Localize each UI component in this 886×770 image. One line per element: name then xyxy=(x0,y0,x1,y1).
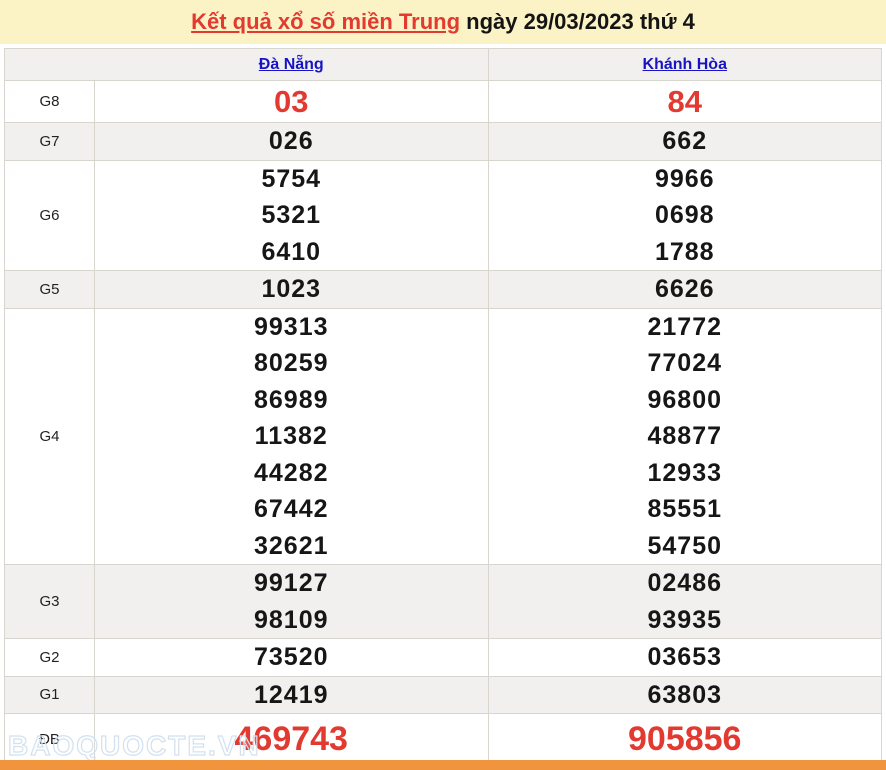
prize-number: 03 xyxy=(274,84,309,119)
table-row-g1: G1 12419 63803 xyxy=(5,676,882,714)
prize-label: G2 xyxy=(5,639,95,676)
header-cell-khanh-hoa: Khánh Hòa xyxy=(487,49,882,80)
g4-da-nang-cell: 99313 80259 86989 11382 44282 67442 3262… xyxy=(95,309,488,565)
prize-number: 469743 xyxy=(234,720,348,758)
title-date-text: ngày 29/03/2023 thứ 4 xyxy=(460,9,695,34)
table-row-db: ĐB 469743 905856 xyxy=(5,714,881,765)
prize-number: 80259 xyxy=(253,349,329,377)
g3-da-nang-cell: 99127 98109 xyxy=(95,565,488,638)
db-khanh-hoa-cell: 905856 xyxy=(487,714,882,764)
title-link[interactable]: Kết quả xổ số miền Trung xyxy=(191,9,461,34)
prize-number: 96800 xyxy=(647,385,723,414)
prize-number: 11382 xyxy=(254,422,328,450)
prize-number: 03653 xyxy=(647,643,723,671)
header-cell-da-nang: Đà Nẵng xyxy=(95,49,488,80)
g1-da-nang-cell: 12419 xyxy=(95,677,488,714)
prize-number: 6626 xyxy=(654,275,715,303)
da-nang-link[interactable]: Đà Nẵng xyxy=(258,56,324,73)
g6-khanh-hoa-cell: 9966 0698 1788 xyxy=(487,160,882,270)
prize-number: 32621 xyxy=(253,531,329,560)
prize-number: 86989 xyxy=(253,385,329,414)
g3-khanh-hoa-cell: 02486 93935 xyxy=(487,565,882,638)
prize-number: 99313 xyxy=(253,312,329,341)
prize-label: G5 xyxy=(5,271,95,308)
prize-number: 905856 xyxy=(628,720,742,758)
table-row-g2: G2 73520 03653 xyxy=(5,639,881,677)
g1-khanh-hoa-cell: 63803 xyxy=(487,676,882,713)
prize-label: G1 xyxy=(5,676,95,713)
table-row-g6: G6 5754 5321 6410 9966 0698 1788 xyxy=(5,160,882,271)
prize-label: ĐB xyxy=(5,714,95,764)
prize-number: 54750 xyxy=(647,531,723,560)
g7-khanh-hoa-cell: 662 xyxy=(487,123,882,160)
page-title: Kết quả xổ số miền Trung ngày 29/03/2023… xyxy=(0,0,886,44)
prize-label: G8 xyxy=(5,81,95,122)
prize-number: 02486 xyxy=(647,569,723,597)
prize-label: G6 xyxy=(5,160,95,270)
footer-orange-bar xyxy=(0,760,886,770)
prize-number: 84 xyxy=(667,84,702,119)
prize-number: 99127 xyxy=(253,569,329,597)
g2-da-nang-cell: 73520 xyxy=(95,639,488,676)
g5-khanh-hoa-cell: 6626 xyxy=(487,271,882,308)
prize-number: 5321 xyxy=(261,201,322,229)
g8-khanh-hoa-cell: 84 xyxy=(487,81,882,122)
db-da-nang-cell: 469743 xyxy=(95,714,488,764)
g2-khanh-hoa-cell: 03653 xyxy=(487,639,882,676)
prize-number: 93935 xyxy=(647,605,723,634)
prize-number: 0698 xyxy=(654,201,715,229)
prize-number: 77024 xyxy=(647,349,723,377)
prize-number: 48877 xyxy=(647,422,723,450)
prize-number: 63803 xyxy=(647,680,723,709)
table-row-g7: G7 026 662 xyxy=(5,123,881,161)
prize-number: 12419 xyxy=(253,680,329,709)
g6-da-nang-cell: 5754 5321 6410 xyxy=(95,161,488,271)
table-row-g4: G4 99313 80259 86989 11382 44282 67442 3… xyxy=(5,308,882,565)
g7-da-nang-cell: 026 xyxy=(95,123,488,160)
table-row-g5: G5 1023 6626 xyxy=(5,271,881,309)
prize-number: 662 xyxy=(662,127,708,155)
g8-da-nang-cell: 03 xyxy=(95,81,488,122)
prize-number: 026 xyxy=(268,127,314,155)
prize-number: 9966 xyxy=(654,164,715,193)
prize-number: 73520 xyxy=(253,643,329,671)
prize-number: 85551 xyxy=(647,495,723,523)
table-header-row: Đà Nẵng Khánh Hòa xyxy=(5,49,881,81)
prize-label: G7 xyxy=(5,123,95,160)
prize-number: 44282 xyxy=(253,458,329,487)
lottery-results-table: Đà Nẵng Khánh Hòa G8 03 84 G7 026 662 G6… xyxy=(4,48,882,765)
prize-number: 5754 xyxy=(261,164,322,193)
prize-label: G4 xyxy=(5,308,95,564)
prize-number: 1788 xyxy=(654,237,715,266)
prize-number: 98109 xyxy=(253,605,329,634)
prize-number: 6410 xyxy=(261,237,322,266)
prize-label: G3 xyxy=(5,565,95,638)
prize-number: 21772 xyxy=(647,312,723,341)
khanh-hoa-link[interactable]: Khánh Hòa xyxy=(642,56,727,73)
g5-da-nang-cell: 1023 xyxy=(95,271,488,308)
prize-number: 67442 xyxy=(253,495,329,523)
prize-number: 12933 xyxy=(647,458,723,487)
g4-khanh-hoa-cell: 21772 77024 96800 48877 12933 85551 5475… xyxy=(487,308,882,564)
table-row-g8: G8 03 84 xyxy=(5,81,881,123)
table-row-g3: G3 99127 98109 02486 93935 xyxy=(5,565,881,639)
prize-number: 1023 xyxy=(261,275,322,303)
